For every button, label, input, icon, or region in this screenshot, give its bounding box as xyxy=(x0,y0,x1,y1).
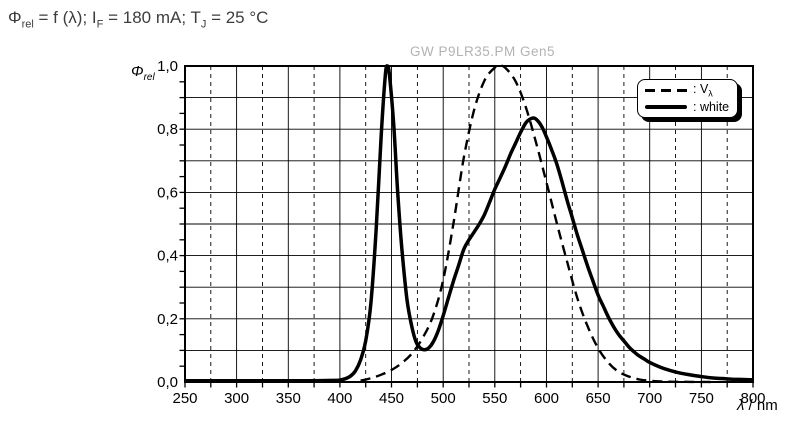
x-axis-title: λ / nm xyxy=(737,397,778,414)
watermark-label: GW P9LR35.PM Gen5 xyxy=(410,44,556,59)
y-tick-label: 0,4 xyxy=(157,248,178,265)
x-tick-label: 400 xyxy=(327,390,352,407)
x-tick-label: 650 xyxy=(586,390,611,407)
x-tick-label: 600 xyxy=(534,390,559,407)
x-tick-label: 700 xyxy=(637,390,662,407)
x-tick-label: 450 xyxy=(379,390,404,407)
x-tick-label: 350 xyxy=(276,390,301,407)
title-segment: = 180 mA; T xyxy=(103,8,201,27)
legend-item-white: : white xyxy=(645,100,730,114)
y-tick-label: 0,0 xyxy=(157,374,178,391)
y-tick-label: 0,8 xyxy=(157,121,178,138)
title-segment: = f (λ); I xyxy=(33,8,97,27)
dashed-line-sample xyxy=(645,88,687,92)
junction-temp-subscript: J xyxy=(200,18,207,31)
chart-title: Φrel = f (λ); IF = 180 mA; TJ = 25 °C xyxy=(8,8,268,30)
vlambda-curve xyxy=(360,64,712,384)
phi-symbol: Φ xyxy=(131,63,144,80)
y-tick-label: 0,2 xyxy=(157,311,178,328)
x-tick-label: 500 xyxy=(431,390,456,407)
lambda-symbol: λ xyxy=(737,397,745,414)
x-tick-label: 300 xyxy=(224,390,249,407)
x-axis-unit: / nm xyxy=(744,397,778,414)
solid-line-sample xyxy=(645,105,687,109)
phi-subscript: rel xyxy=(143,72,155,83)
legend-item-vlambda: : Vλ xyxy=(645,81,730,99)
legend-label-vlambda: : Vλ xyxy=(693,81,713,99)
forward-current-subscript: F xyxy=(96,18,104,31)
title-segment: = 25 °C xyxy=(206,8,269,27)
x-tick-label: 750 xyxy=(689,390,714,407)
x-tick-label: 550 xyxy=(482,390,507,407)
legend: : Vλ : white xyxy=(637,79,738,118)
y-tick-label: 1,0 xyxy=(157,58,178,75)
phi-subscript: rel xyxy=(21,18,34,31)
y-tick-label: 0,6 xyxy=(157,184,178,201)
legend-label-white: : white xyxy=(693,100,730,114)
x-tick-label: 800 xyxy=(740,390,765,407)
y-axis-title: Φrel xyxy=(131,63,155,83)
phi-symbol: Φ xyxy=(8,8,22,27)
white-spectrum-curve xyxy=(184,64,754,383)
plot-border xyxy=(184,65,754,383)
x-tick-label: 250 xyxy=(172,390,197,407)
